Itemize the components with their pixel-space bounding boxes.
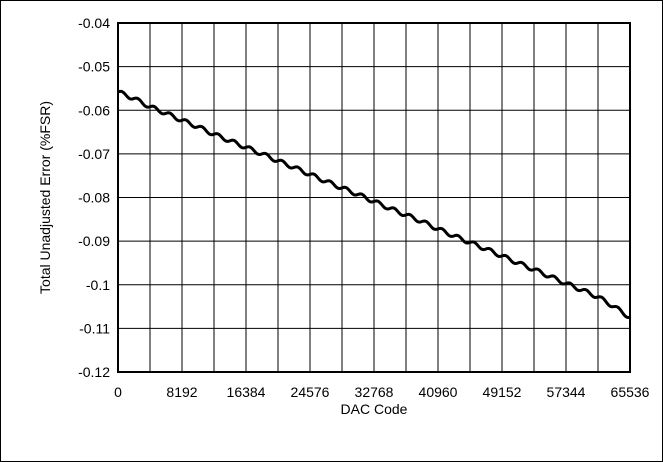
y-tick-label: -0.09 <box>78 233 110 249</box>
x-tick-label: 32768 <box>355 384 394 400</box>
x-tick-label: 8192 <box>166 384 197 400</box>
series-layer <box>117 89 631 320</box>
x-tick-label: 16384 <box>227 384 266 400</box>
grid <box>117 22 631 373</box>
x-tick-label: 0 <box>114 384 122 400</box>
x-tick-labels: 0 8192 16384 24576 32768 40960 49152 57344 65536 <box>114 384 650 400</box>
plot-area <box>117 22 631 373</box>
y-tick-label: -0.06 <box>78 102 110 118</box>
series-line <box>117 89 631 320</box>
x-tick-label: 40960 <box>419 384 458 400</box>
y-tick-label: -0.12 <box>78 364 110 380</box>
x-tick-label: 49152 <box>483 384 522 400</box>
y-tick-label: -0.07 <box>78 146 110 162</box>
y-tick-labels: -0.12 -0.11 -0.1 -0.09 -0.08 -0.07 -0.06 -0.05 -… <box>78 15 110 380</box>
x-tick-label: 65536 <box>611 384 650 400</box>
y-tick-label: -0.04 <box>78 15 110 31</box>
y-tick-label: -0.11 <box>79 320 110 336</box>
y-tick-label: -0.1 <box>86 277 110 293</box>
x-axis-label: DAC Code <box>341 401 408 417</box>
y-tick-label: -0.05 <box>78 59 110 75</box>
y-tick-label: -0.08 <box>78 190 110 206</box>
y-axis-label: Total Unadjusted Error (%FSR) <box>37 101 53 294</box>
x-tick-label: 57344 <box>547 384 586 400</box>
x-tick-label: 24576 <box>291 384 330 400</box>
